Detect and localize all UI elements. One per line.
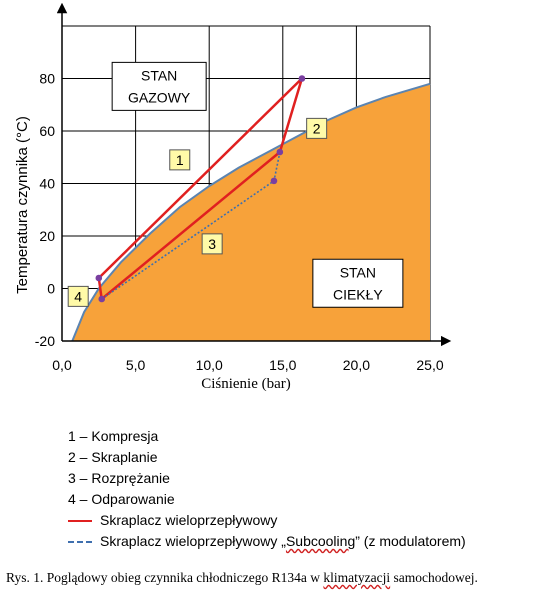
y-tick-label: 0: [47, 281, 55, 297]
liquid-state-label: STAN CIEKŁY: [312, 258, 404, 308]
y-tick-label: 40: [39, 176, 55, 192]
legend-text: Skraplacz wieloprzepływowy: [100, 512, 278, 528]
cycle-point-marker: [95, 274, 103, 282]
legend-item-blue-line: Skraplacz wieloprzepływowy „ Subcooling” …: [68, 531, 466, 552]
gas-state-label: STAN GAZOWY: [111, 61, 207, 111]
label-text: GAZOWY: [128, 89, 191, 105]
x-tick-label: 10,0: [196, 357, 223, 373]
step-box: [306, 117, 328, 139]
legend-item-compression: 1 – Kompresja: [68, 426, 466, 447]
caption-suffix: samochodowej.: [390, 570, 478, 585]
label-text: STAN: [340, 264, 376, 280]
legend-text: 3 – Rozprężanie: [68, 470, 170, 486]
cycle-point-marker: [270, 177, 278, 185]
label-box: [312, 258, 404, 308]
refrigerant-cycle-chart: 0,0 5,0 10,0 15,0 20,0 25,0 -20 0 20 40 60 80 STAN G…: [14, 2, 452, 392]
legend: 1 – Kompresja 2 – Skraplanie 3 – Rozpręż…: [68, 426, 466, 552]
legend-text-subcooling: Subcooling: [285, 533, 356, 549]
y-tick-label: 20: [39, 228, 55, 244]
legend-item-evaporation: 4 – Odparowanie: [68, 489, 466, 510]
tick-labels: 0,0 5,0 10,0 15,0 20,0 25,0 -20 0 20 40 60 80: [35, 71, 444, 374]
step-number: 4: [74, 288, 82, 304]
label-box: [111, 61, 207, 111]
legend-text: Skraplacz wieloprzepływowy „: [100, 533, 286, 549]
step-number: 1: [176, 152, 184, 168]
legend-item-red-line: Skraplacz wieloprzepływowy: [68, 510, 466, 531]
legend-text: 4 – Odparowanie: [68, 491, 175, 507]
cycle-point-marker: [298, 75, 306, 82]
step-label-3: 3: [201, 233, 223, 255]
caption-underlined-word: klimatyzacji: [323, 570, 391, 585]
legend-text: ” (z modulatorem): [355, 533, 466, 549]
step-box: [67, 285, 89, 307]
step-number: 2: [313, 120, 321, 136]
caption-prefix: Rys. 1. Poglądowy obieg czynnika chłodni…: [6, 570, 324, 585]
legend-item-condensation: 2 – Skraplanie: [68, 447, 466, 468]
legend-text: 1 – Kompresja: [68, 428, 159, 444]
step-label-2: 2: [306, 117, 328, 139]
step-box: [169, 149, 191, 171]
x-tick-label: 0,0: [52, 357, 72, 373]
step-label-4: 4: [67, 285, 89, 307]
y-tick-label: 60: [39, 123, 55, 139]
y-tick-label: -20: [35, 333, 55, 349]
saturation-curve: [71, 82, 431, 342]
x-tick-label: 5,0: [126, 357, 146, 373]
label-text: STAN: [141, 67, 177, 83]
step-label-1: 1: [169, 149, 191, 171]
figure-caption: Rys. 1. Poglądowy obieg czynnika chłodni…: [6, 570, 536, 586]
y-axis-label: Temperatura czynnika (°C): [14, 116, 31, 294]
blue-line-swatch: [68, 540, 92, 543]
step-box: [201, 233, 223, 255]
x-tick-label: 15,0: [269, 357, 296, 373]
cycle-point-marker: [98, 295, 106, 303]
annotations: STAN GAZOWY STAN CIEKŁY 1 2 3 4: [67, 61, 404, 308]
axes: [56, 2, 452, 347]
red-line-swatch: [68, 519, 92, 522]
cycle-point-marker: [276, 148, 284, 156]
cycle-markers: [95, 75, 306, 303]
x-tick-label: 25,0: [416, 357, 443, 373]
legend-item-expansion: 3 – Rozprężanie: [68, 468, 466, 489]
legend-text: 2 – Skraplanie: [68, 449, 158, 465]
y-tick-label: 80: [39, 71, 55, 87]
step-number: 3: [208, 236, 216, 252]
x-axis-label: Ciśnienie (bar): [201, 376, 291, 392]
x-tick-label: 20,0: [343, 357, 370, 373]
label-text: CIEKŁY: [333, 286, 383, 302]
